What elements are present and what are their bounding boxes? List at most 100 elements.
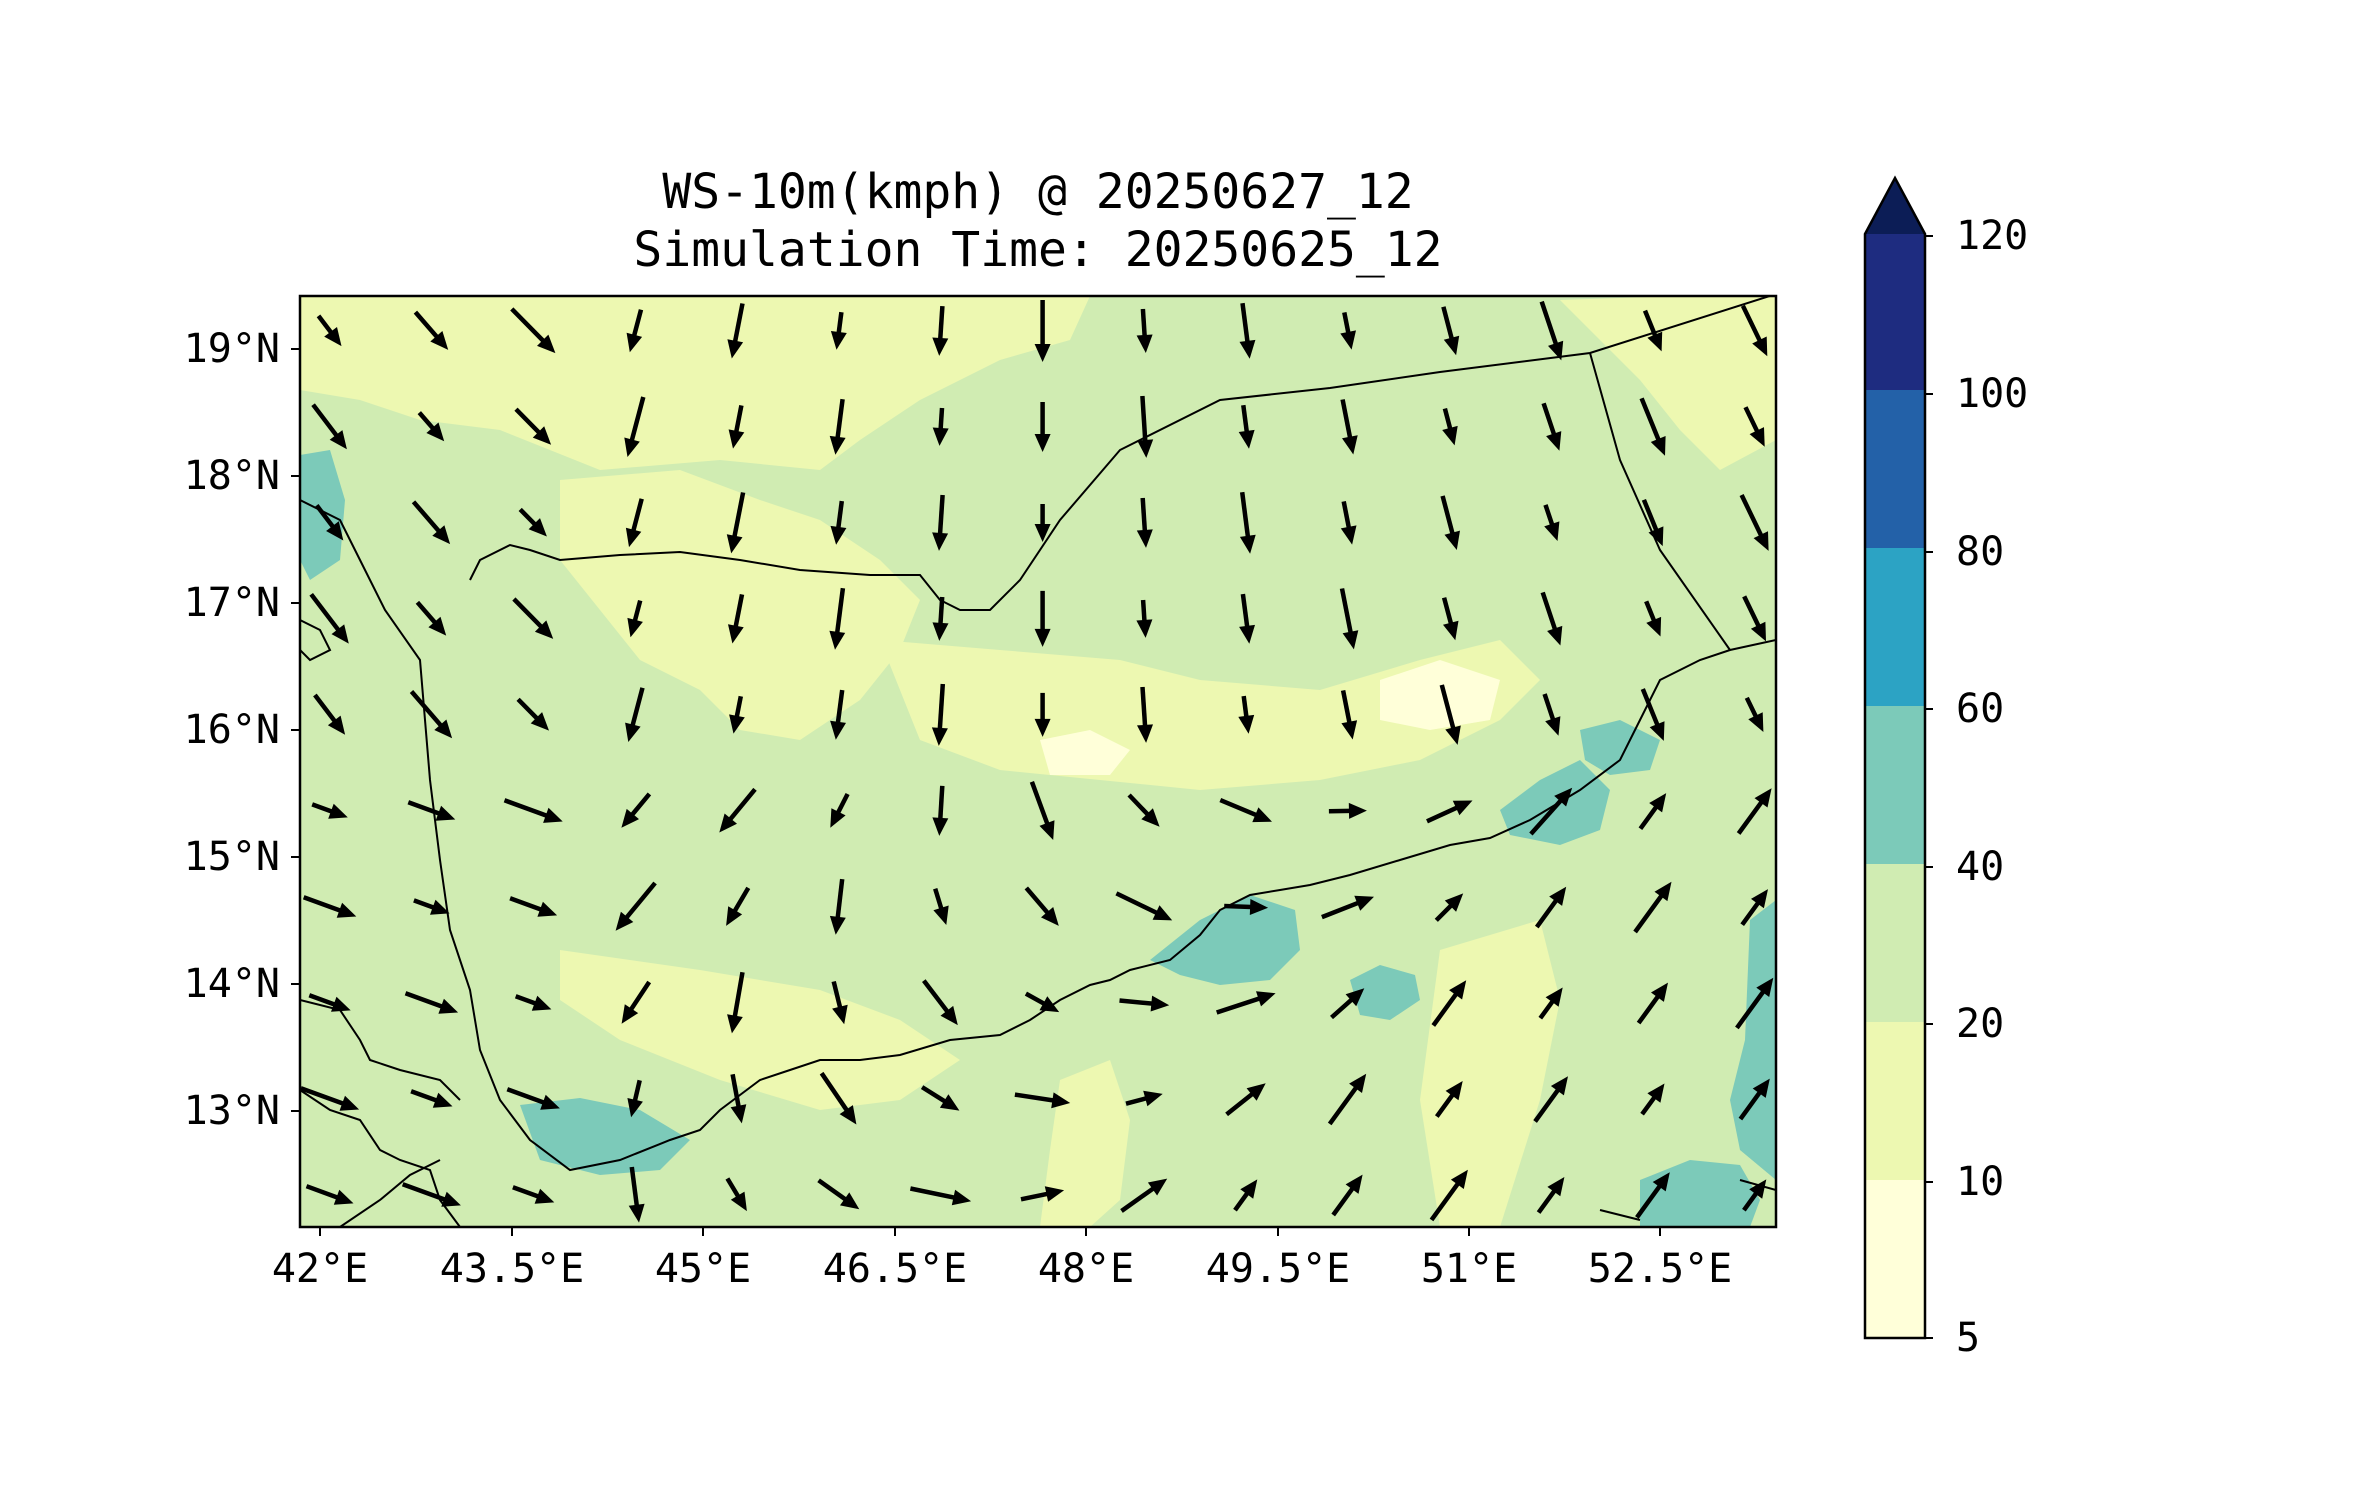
wind-vector-head bbox=[1342, 630, 1359, 650]
map-field bbox=[300, 296, 1776, 1227]
wind-vector-head bbox=[829, 630, 846, 650]
wind-vector-head bbox=[621, 1004, 639, 1024]
wind-vector-shaft bbox=[1239, 491, 1252, 545]
wind-vector-head bbox=[726, 906, 743, 926]
wind-vector-shaft bbox=[730, 492, 746, 545]
wind-vector-head bbox=[1136, 334, 1153, 353]
wind-vector-head bbox=[830, 808, 846, 828]
wind-vector-head bbox=[1751, 889, 1768, 909]
wind-vector-head bbox=[1345, 988, 1365, 1007]
wind-vector-head bbox=[1340, 525, 1357, 545]
wind-vector-head bbox=[1549, 886, 1567, 906]
wind-vector-head bbox=[537, 334, 556, 354]
colorbar-tick-label: 100 bbox=[1956, 371, 2029, 417]
wind-vector-head bbox=[326, 521, 344, 541]
wind-vector-head bbox=[1652, 1172, 1670, 1192]
colorbar-tick-label: 120 bbox=[1956, 213, 2029, 259]
wind-vector-head bbox=[829, 915, 846, 935]
wind-vector-head bbox=[1647, 331, 1663, 352]
lon-tick-label: 51°E bbox=[1420, 1246, 1518, 1292]
wind-vector-head bbox=[932, 817, 949, 836]
wind-vector-head bbox=[441, 1191, 461, 1207]
colorbar-extend-arrow bbox=[1865, 178, 1925, 234]
wind-vector-head bbox=[1240, 1179, 1258, 1199]
wind-vector-head bbox=[1238, 429, 1255, 449]
wind-vector-head bbox=[1545, 987, 1563, 1007]
wind-vector-shaft bbox=[401, 1182, 453, 1205]
wind-vector-head bbox=[932, 337, 949, 356]
colorbar-tick-label: 20 bbox=[1956, 1001, 2005, 1047]
wind-vector-head bbox=[1039, 820, 1055, 840]
wind-vector-head bbox=[940, 1005, 958, 1026]
colorbar-tick-label: 60 bbox=[1956, 686, 2005, 732]
wind-vector-head bbox=[1649, 793, 1667, 813]
wind-vector-head bbox=[1147, 1178, 1168, 1196]
wind-vector-head bbox=[339, 1095, 360, 1111]
lon-tick-label: 49.5°E bbox=[1205, 1246, 1351, 1292]
wind-vector-head bbox=[1150, 995, 1170, 1012]
map-title: WS-10m(kmph) @ 20250627_12 bbox=[662, 164, 1414, 220]
wind-vector-shaft bbox=[1529, 793, 1568, 836]
wind-vector-head bbox=[432, 1092, 453, 1108]
wind-vector-head bbox=[1034, 434, 1051, 452]
map-frame bbox=[298, 294, 1778, 1229]
wind-vector-head bbox=[1034, 628, 1051, 647]
wind-vector-head bbox=[1034, 718, 1051, 737]
wind-vector-head bbox=[1754, 788, 1772, 808]
wind-vector-head bbox=[1256, 991, 1276, 1007]
wind-vector-head bbox=[1034, 344, 1051, 362]
wind-vector-shaft bbox=[1739, 494, 1767, 543]
wind-vector-head bbox=[1252, 807, 1272, 823]
wind-vector-head bbox=[727, 1014, 743, 1034]
wind-vector-head bbox=[430, 899, 450, 915]
lon-tick-label: 45°E bbox=[654, 1246, 752, 1292]
wind-vector-head bbox=[1449, 980, 1467, 1000]
colorbar-segment-5-10 bbox=[1865, 1180, 1925, 1338]
wind-vector-head bbox=[932, 532, 949, 551]
wind-vector-head bbox=[430, 331, 449, 350]
field-10-20-north-east bbox=[1560, 296, 1776, 470]
wind-vectors bbox=[300, 300, 1774, 1223]
wind-vector-shaft bbox=[1735, 984, 1770, 1030]
wind-vector-head bbox=[543, 807, 563, 823]
lat-tick-label: 19°N bbox=[183, 326, 280, 372]
wind-vector-head bbox=[1748, 712, 1764, 732]
wind-vector-head bbox=[426, 422, 445, 442]
wind-vector-head bbox=[627, 617, 643, 638]
colorbar-tick-label: 80 bbox=[1956, 529, 2005, 575]
wind-vector-head bbox=[832, 1004, 848, 1025]
wind-vector-head bbox=[1041, 907, 1059, 926]
wind-vector-head bbox=[1349, 1073, 1367, 1093]
coastlines-borders bbox=[300, 296, 1776, 1227]
lon-tick-label: 52.5°E bbox=[1587, 1246, 1733, 1292]
wind-vector-head bbox=[1443, 335, 1460, 356]
wind-vector-head bbox=[1239, 534, 1256, 554]
wind-vector-head bbox=[331, 624, 349, 644]
wind-vector-head bbox=[336, 902, 357, 918]
wind-vector-head bbox=[1444, 893, 1464, 912]
wind-vector-head bbox=[1340, 330, 1356, 350]
field-40-60-south-center bbox=[1350, 965, 1420, 1020]
wind-vector-head bbox=[1450, 1169, 1468, 1189]
wind-vector-shaft bbox=[510, 307, 550, 348]
colorbar-segment-60-80 bbox=[1865, 548, 1925, 706]
wind-vector-head bbox=[1752, 336, 1768, 357]
wind-vector-head bbox=[1246, 1083, 1266, 1101]
wind-vector-head bbox=[531, 995, 552, 1011]
lon-tick-label: 43.5°E bbox=[439, 1246, 585, 1292]
wind-vector-head bbox=[1239, 339, 1256, 359]
colorbar-segment-20-40 bbox=[1865, 864, 1925, 1022]
wind-vector-head bbox=[327, 715, 346, 735]
wind-vector-head bbox=[1249, 899, 1269, 915]
wind-vector-head bbox=[1354, 895, 1374, 911]
wind-vector-head bbox=[434, 719, 453, 739]
wind-vector-head bbox=[1442, 425, 1458, 446]
wind-vector-shaft bbox=[409, 690, 448, 733]
wind-vector-head bbox=[1034, 524, 1051, 542]
wind-vector-head bbox=[1545, 716, 1561, 736]
wind-vector-shaft bbox=[1327, 1080, 1363, 1126]
wind-vector-head bbox=[1753, 531, 1769, 551]
wind-vector-head bbox=[729, 714, 745, 734]
wind-vector-head bbox=[534, 620, 554, 639]
wind-vector-head bbox=[530, 712, 549, 731]
